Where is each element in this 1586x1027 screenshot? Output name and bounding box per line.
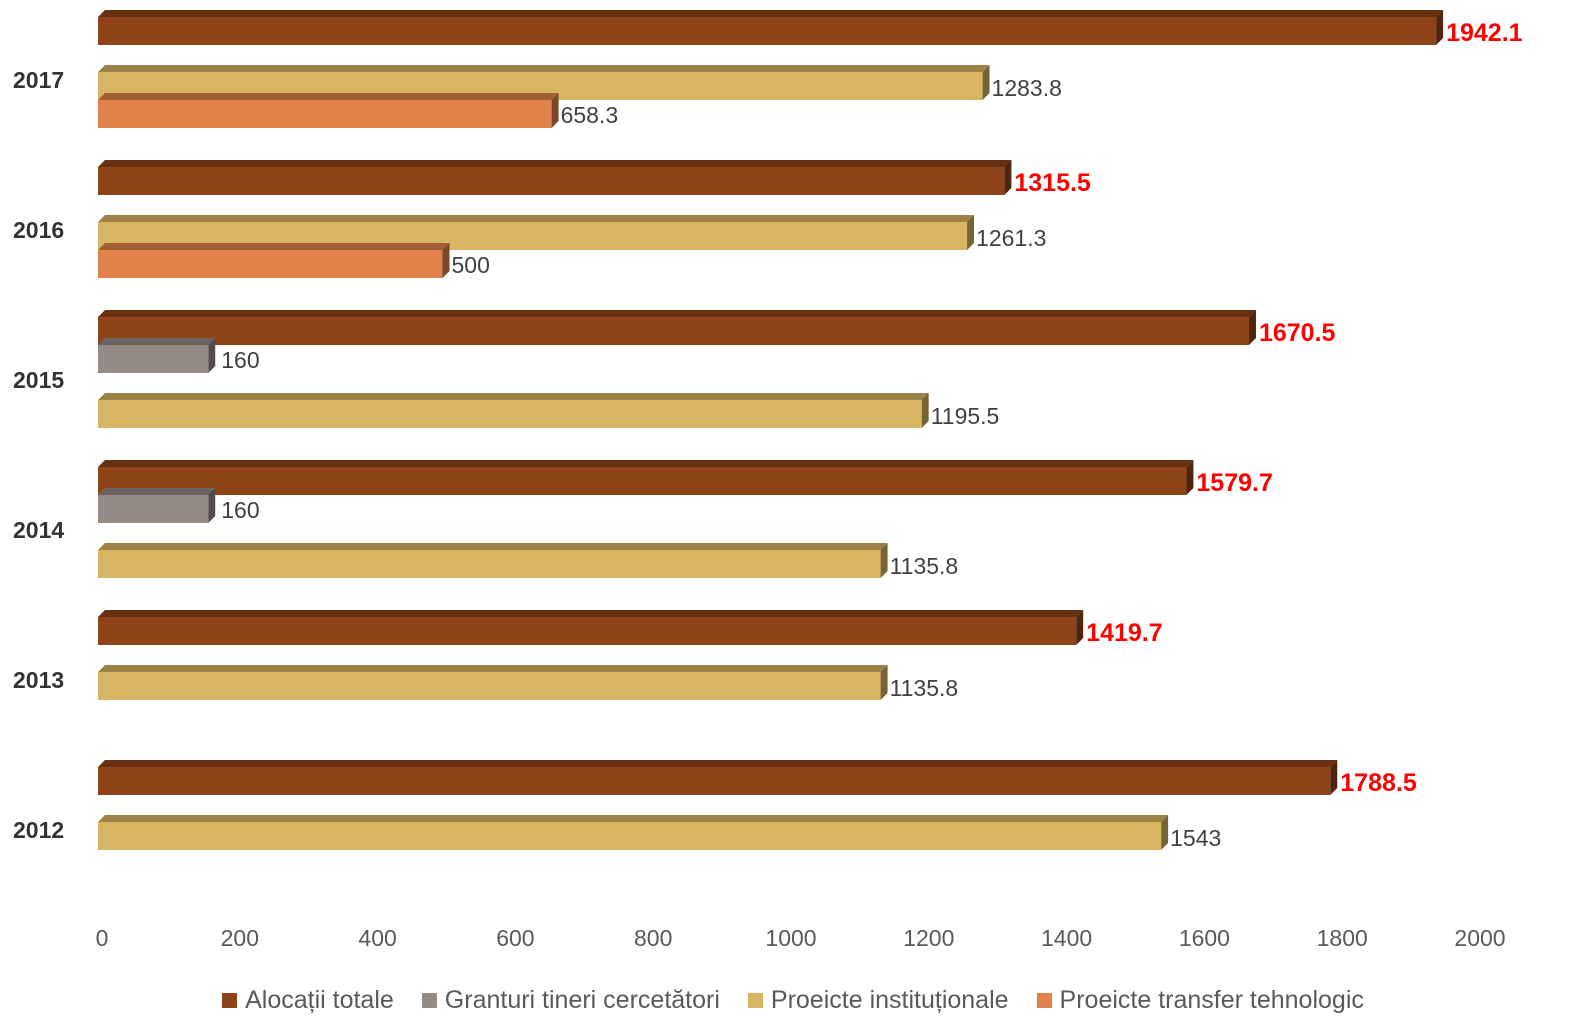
legend-label: Granturi tineri cercetători bbox=[444, 985, 720, 1014]
legend-item-3: Proeicte transfer tehnologic bbox=[1036, 985, 1364, 1015]
bar-institutional-2015 bbox=[98, 393, 929, 428]
legend-label: Alocații totale bbox=[245, 985, 394, 1014]
legend-swatch bbox=[421, 992, 437, 1008]
x-tick-label-600: 600 bbox=[496, 925, 534, 951]
legend: Alocații totale Granturi tineri cercetăto… bbox=[0, 980, 1586, 1020]
legend-label: Proeicte instituționale bbox=[770, 985, 1009, 1014]
bar-transfer-2017 bbox=[98, 93, 559, 128]
bars-layer bbox=[98, 10, 1444, 850]
legend-item-2: Proeicte instituționale bbox=[747, 985, 1009, 1015]
x-tick-label-2000: 2000 bbox=[1454, 925, 1505, 951]
bar-chart: 2017 1942.1 1283.8 658.3 2016 1315.5 1261.3 500… bbox=[13, 10, 1523, 951]
bar-total-2016 bbox=[98, 160, 1012, 195]
legend-item-0: Alocații totale bbox=[222, 986, 394, 1015]
bar-grant-2014 bbox=[98, 488, 216, 523]
x-tick-label-1200: 1200 bbox=[903, 925, 954, 951]
bar-total-2015 bbox=[98, 310, 1256, 345]
value-label-transfer-2016: 500 bbox=[452, 252, 490, 278]
value-label-transfer-2017: 658.3 bbox=[561, 102, 619, 128]
year-label-2014: 2014 bbox=[13, 517, 64, 543]
x-tick-label-1000: 1000 bbox=[765, 925, 816, 951]
year-label-2012: 2012 bbox=[13, 817, 64, 843]
bar-total-2014 bbox=[98, 460, 1194, 495]
x-tick-label-1800: 1800 bbox=[1317, 925, 1368, 951]
value-label-total-2012: 1788.5 bbox=[1340, 769, 1417, 797]
x-tick-label-0: 0 bbox=[96, 925, 109, 951]
year-label-2013: 2013 bbox=[13, 667, 64, 693]
bar-total-2013 bbox=[98, 610, 1084, 645]
legend-label: Proeicte transfer tehnologic bbox=[1059, 985, 1364, 1014]
value-label-institutional-2013: 1135.8 bbox=[890, 675, 959, 701]
year-label-2015: 2015 bbox=[13, 367, 64, 393]
value-label-grant-2015: 160 bbox=[221, 347, 259, 373]
value-label-total-2017: 1942.1 bbox=[1446, 19, 1523, 47]
value-label-grant-2014: 160 bbox=[221, 497, 259, 523]
legend-swatch bbox=[747, 992, 763, 1008]
value-label-total-2016: 1315.5 bbox=[1014, 169, 1091, 197]
year-label-2017: 2017 bbox=[13, 67, 64, 93]
legend-swatch bbox=[1036, 992, 1052, 1008]
x-tick-label-1600: 1600 bbox=[1179, 925, 1230, 951]
value-label-institutional-2012: 1543 bbox=[1170, 825, 1221, 851]
x-tick-label-1400: 1400 bbox=[1041, 925, 1092, 951]
x-tick-label-200: 200 bbox=[221, 925, 259, 951]
x-tick-label-400: 400 bbox=[358, 925, 396, 951]
value-label-institutional-2016: 1261.3 bbox=[976, 225, 1046, 251]
bar-grant-2015 bbox=[98, 338, 216, 373]
year-label-2016: 2016 bbox=[13, 217, 64, 243]
bar-total-2017 bbox=[98, 10, 1444, 45]
value-label-institutional-2014: 1135.8 bbox=[890, 553, 959, 579]
legend-item-1: Granturi tineri cercetători bbox=[421, 985, 720, 1015]
bar-institutional-2014 bbox=[98, 543, 888, 578]
legend-swatch bbox=[222, 992, 238, 1008]
value-label-total-2015: 1670.5 bbox=[1259, 319, 1336, 347]
bar-total-2012 bbox=[98, 760, 1338, 795]
bar-institutional-2013 bbox=[98, 665, 888, 700]
bar-transfer-2016 bbox=[98, 243, 450, 278]
value-label-total-2013: 1419.7 bbox=[1086, 619, 1162, 647]
x-tick-label-800: 800 bbox=[634, 925, 672, 951]
value-label-institutional-2017: 1283.8 bbox=[992, 75, 1062, 101]
value-label-total-2014: 1579.7 bbox=[1196, 469, 1272, 497]
bar-institutional-2012 bbox=[98, 815, 1169, 850]
value-label-institutional-2015: 1195.5 bbox=[931, 403, 1000, 429]
labels-layer: 2017 1942.1 1283.8 658.3 2016 1315.5 1261.3 500… bbox=[13, 19, 1523, 951]
